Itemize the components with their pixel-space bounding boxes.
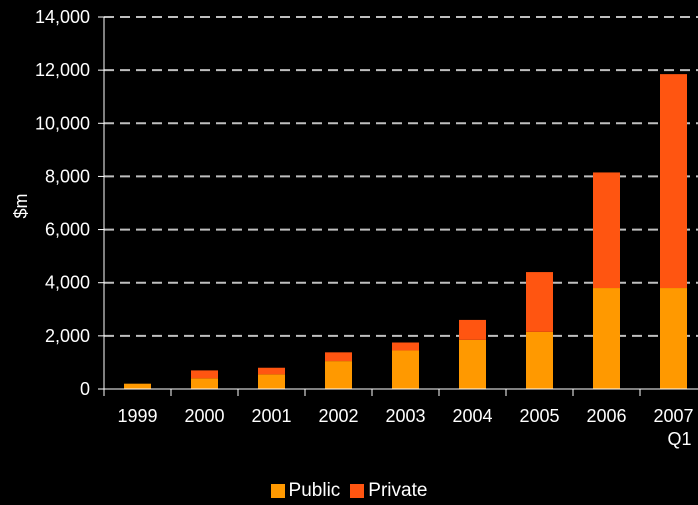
y-axis-label: $m xyxy=(11,193,31,218)
legend-swatch-private xyxy=(350,484,365,498)
axes xyxy=(98,16,698,396)
bar-private-2004 xyxy=(459,319,486,340)
x-tick-label: 2005 xyxy=(519,406,559,426)
gridlines xyxy=(104,16,698,337)
y-tick-label: 8,000 xyxy=(45,166,90,186)
y-tick-label: 0 xyxy=(80,379,90,399)
x-tick-label: 2007 Q1 xyxy=(653,406,693,449)
bars xyxy=(124,74,687,389)
bar-public-2006 xyxy=(593,288,620,389)
x-tick-label: 2002 xyxy=(318,406,358,426)
y-tick-label: 2,000 xyxy=(45,326,90,346)
x-tick-label: 2003 xyxy=(385,406,425,426)
x-tick-label: 1999 xyxy=(117,406,157,426)
bar-public-2001 xyxy=(258,374,285,389)
bar-public-2000 xyxy=(191,378,218,389)
bar-private-2006 xyxy=(593,172,620,289)
bar-public-2004 xyxy=(459,339,486,389)
legend-swatch-public xyxy=(270,484,285,498)
x-tick-label: 2004 xyxy=(452,406,492,426)
x-tick-label: 2001 xyxy=(251,406,291,426)
x-tick-label: 2006 xyxy=(586,406,626,426)
bar-public-1999 xyxy=(124,383,151,389)
bar-public-2005 xyxy=(526,331,553,389)
y-tick-labels: 0 2,000 4,000 6,000 8,000 10,000 12,000 14,000 xyxy=(35,7,90,399)
bar-private-2007-q1 xyxy=(660,74,687,289)
legend-item-public: Public xyxy=(270,480,341,502)
bar-public-2007-q1 xyxy=(660,288,687,389)
bar-public-2003 xyxy=(392,350,419,389)
legend-item-private: Private xyxy=(350,480,427,502)
bar-private-2003 xyxy=(392,342,419,351)
legend-label-public: Public xyxy=(288,480,341,501)
bar-private-2000 xyxy=(191,370,218,379)
bar-private-2002 xyxy=(325,352,352,362)
bar-private-2005 xyxy=(526,272,553,332)
legend-label-private: Private xyxy=(368,480,428,501)
y-tick-label: 12,000 xyxy=(35,60,90,80)
x-tick-labels: 1999 2000 2001 2002 2003 2004 2005 2006 2007 Q1 xyxy=(117,406,693,449)
x-tick-label: 2000 xyxy=(184,406,224,426)
y-tick-label: 4,000 xyxy=(45,273,90,293)
bar-public-2002 xyxy=(325,361,352,389)
y-tick-label: 6,000 xyxy=(45,220,90,240)
y-tick-label: 14,000 xyxy=(35,7,90,27)
legend: Public Private xyxy=(0,480,698,502)
y-tick-label: 10,000 xyxy=(35,113,90,133)
bar-private-2001 xyxy=(258,367,285,375)
